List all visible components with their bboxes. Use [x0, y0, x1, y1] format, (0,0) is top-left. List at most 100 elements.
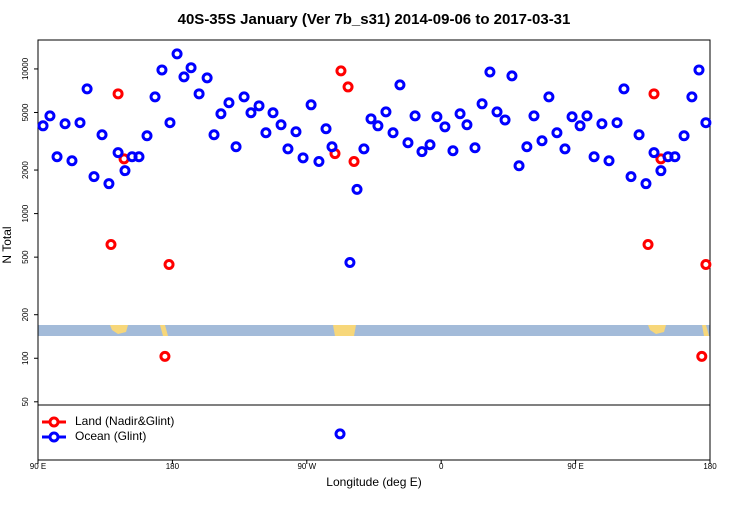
point	[208, 129, 220, 141]
x-tick-label: 0	[439, 462, 444, 471]
point	[51, 151, 63, 163]
point	[625, 171, 637, 183]
point	[669, 151, 681, 163]
y-tick-label: 200	[21, 307, 30, 321]
point	[528, 110, 540, 122]
point	[476, 98, 488, 110]
legend-label: Ocean (Glint)	[75, 429, 146, 443]
point	[596, 118, 608, 130]
point	[305, 99, 317, 111]
point	[238, 91, 250, 103]
point	[193, 88, 205, 100]
point	[566, 111, 578, 123]
point	[81, 83, 93, 95]
point	[693, 64, 705, 76]
point	[603, 155, 615, 167]
point	[618, 83, 630, 95]
point	[201, 72, 213, 84]
y-tick-label: 500	[21, 250, 30, 264]
point	[119, 165, 131, 177]
point	[402, 137, 414, 149]
point	[59, 118, 71, 130]
point	[282, 143, 294, 155]
land-blob	[160, 325, 168, 336]
point	[365, 113, 377, 125]
point	[372, 120, 384, 132]
y-tick-label: 2000	[21, 161, 30, 179]
point	[96, 129, 108, 141]
point	[133, 151, 145, 163]
point	[648, 147, 660, 159]
land-blob	[333, 325, 356, 336]
point	[387, 127, 399, 139]
point	[380, 106, 392, 118]
chart-title: 40S-35S January (Ver 7b_s31) 2014-09-06 …	[178, 11, 571, 28]
y-tick-label: 1000	[21, 204, 30, 222]
point	[521, 141, 533, 153]
point	[260, 127, 272, 139]
land-blob	[110, 325, 128, 334]
point	[215, 108, 227, 120]
point	[159, 350, 171, 362]
point	[326, 141, 338, 153]
point	[655, 165, 667, 177]
point	[439, 121, 451, 133]
point	[149, 91, 161, 103]
point	[185, 62, 197, 74]
point	[267, 107, 279, 119]
point	[686, 91, 698, 103]
point	[103, 178, 115, 190]
point	[230, 141, 242, 153]
point	[275, 119, 287, 131]
point	[297, 152, 309, 164]
ocean-strip	[38, 325, 710, 336]
point	[409, 110, 421, 122]
point	[581, 110, 593, 122]
point	[484, 66, 496, 78]
y-axis-label: N Total	[0, 226, 14, 263]
point	[112, 147, 124, 159]
point	[416, 146, 428, 158]
point	[163, 258, 175, 270]
legend-marker	[48, 416, 60, 428]
point	[245, 107, 257, 119]
y-tick-label: 10000	[21, 57, 30, 80]
point	[491, 106, 503, 118]
point	[344, 257, 356, 269]
point	[640, 178, 652, 190]
point	[700, 117, 712, 129]
point	[342, 81, 354, 93]
point	[678, 130, 690, 142]
point	[424, 139, 436, 151]
point	[335, 65, 347, 77]
point	[112, 88, 124, 100]
x-tick-label: 90 E	[567, 462, 583, 471]
point	[461, 119, 473, 131]
x-tick-label: 180	[703, 462, 717, 471]
point	[320, 123, 332, 135]
point	[358, 143, 370, 155]
point	[66, 155, 78, 167]
point	[513, 160, 525, 172]
point	[164, 117, 176, 129]
land-blob	[648, 325, 666, 334]
y-tick-label: 100	[21, 351, 30, 365]
point	[543, 91, 555, 103]
x-tick-label: 90 W	[297, 462, 316, 471]
point	[469, 142, 481, 154]
point	[648, 88, 660, 100]
land-blob	[702, 325, 709, 336]
x-axis-label: Longitude (deg E)	[326, 475, 421, 489]
point	[253, 100, 265, 112]
legend-marker	[48, 431, 60, 443]
point	[696, 350, 708, 362]
point	[536, 135, 548, 147]
point	[74, 117, 86, 129]
point	[611, 117, 623, 129]
point	[633, 129, 645, 141]
point	[156, 64, 168, 76]
point	[574, 120, 586, 132]
